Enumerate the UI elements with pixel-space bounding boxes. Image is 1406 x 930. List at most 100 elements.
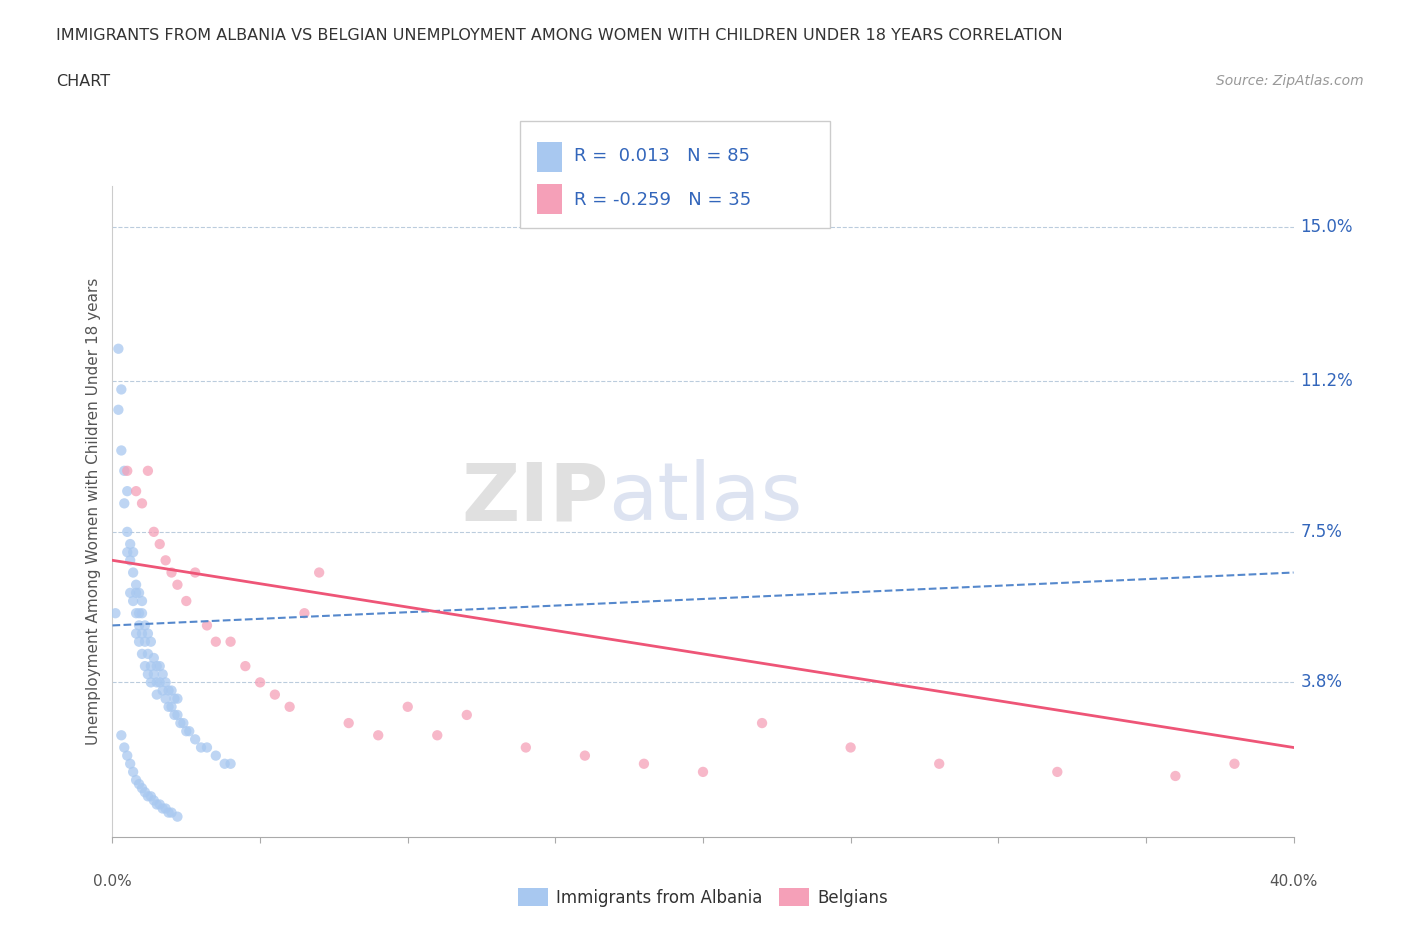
Point <box>117 545 138 560</box>
Point <box>396 699 419 714</box>
Point <box>125 605 148 620</box>
Point <box>184 732 207 747</box>
Point <box>195 740 218 755</box>
Point <box>131 593 153 608</box>
Point <box>146 675 169 690</box>
Point <box>110 443 132 458</box>
Point <box>107 341 129 356</box>
Point <box>160 699 183 714</box>
Point <box>134 658 156 673</box>
Point <box>117 463 138 478</box>
Point <box>146 797 169 812</box>
Point <box>149 658 172 673</box>
Point <box>174 724 197 738</box>
Point <box>163 708 186 723</box>
Point <box>131 781 153 796</box>
Point <box>139 789 162 804</box>
Point <box>152 683 174 698</box>
Point <box>136 789 159 804</box>
Point <box>112 740 135 755</box>
Point <box>107 403 129 418</box>
Point <box>146 687 169 702</box>
Point <box>163 691 186 706</box>
Point <box>337 716 360 731</box>
Point <box>136 626 159 641</box>
Point <box>155 552 177 567</box>
Point <box>278 699 301 714</box>
Point <box>131 626 153 641</box>
Point <box>172 716 194 731</box>
Point <box>125 578 148 592</box>
Text: 7.5%: 7.5% <box>1301 523 1343 541</box>
Point <box>160 683 183 698</box>
Point <box>136 463 159 478</box>
Point <box>574 748 596 763</box>
Point <box>146 658 169 673</box>
Point <box>1164 768 1187 783</box>
Point <box>125 626 148 641</box>
Point <box>142 525 165 539</box>
Point <box>125 586 148 601</box>
Text: Source: ZipAtlas.com: Source: ZipAtlas.com <box>1216 74 1364 88</box>
Point <box>110 382 132 397</box>
Point <box>120 552 142 567</box>
Point <box>292 605 315 620</box>
Point <box>367 728 389 743</box>
Text: IMMIGRANTS FROM ALBANIA VS BELGIAN UNEMPLOYMENT AMONG WOMEN WITH CHILDREN UNDER : IMMIGRANTS FROM ALBANIA VS BELGIAN UNEMP… <box>56 28 1063 43</box>
Point <box>125 773 148 788</box>
Point <box>155 801 177 816</box>
Point <box>134 618 156 633</box>
Point <box>149 797 172 812</box>
Point <box>142 651 165 666</box>
Point <box>195 618 218 633</box>
Point <box>128 586 150 601</box>
Text: 40.0%: 40.0% <box>1270 874 1317 889</box>
Point <box>112 496 135 511</box>
Point <box>166 691 188 706</box>
Point <box>751 716 773 731</box>
Point <box>139 634 162 649</box>
Point <box>131 605 153 620</box>
Point <box>134 634 156 649</box>
Point <box>142 667 165 682</box>
Text: ZIP: ZIP <box>461 459 609 538</box>
Point <box>120 537 142 551</box>
Point <box>184 565 207 580</box>
Point <box>136 667 159 682</box>
Point <box>117 525 138 539</box>
Point <box>149 675 172 690</box>
Point <box>134 785 156 800</box>
Point <box>174 593 197 608</box>
Point <box>157 805 180 820</box>
Point <box>142 793 165 808</box>
Point <box>110 728 132 743</box>
Text: 0.0%: 0.0% <box>93 874 132 889</box>
Point <box>128 605 150 620</box>
Point <box>136 646 159 661</box>
Point <box>152 801 174 816</box>
Text: 15.0%: 15.0% <box>1301 218 1353 235</box>
Point <box>155 691 177 706</box>
Point <box>120 756 142 771</box>
Point <box>139 658 162 673</box>
Point <box>205 748 228 763</box>
Point <box>122 545 145 560</box>
Point <box>122 593 145 608</box>
Text: 11.2%: 11.2% <box>1301 372 1354 391</box>
Text: CHART: CHART <box>56 74 110 89</box>
Point <box>120 586 142 601</box>
Point <box>456 708 478 723</box>
Text: 3.8%: 3.8% <box>1301 673 1343 691</box>
Point <box>179 724 201 738</box>
Point <box>117 748 138 763</box>
Point <box>122 565 145 580</box>
Point <box>128 618 150 633</box>
Legend: Immigrants from Albania, Belgians: Immigrants from Albania, Belgians <box>512 882 894 913</box>
Point <box>928 756 950 771</box>
Point <box>131 496 153 511</box>
Point <box>166 809 188 824</box>
Point <box>219 756 242 771</box>
Point <box>157 683 180 698</box>
Point <box>219 634 242 649</box>
Point <box>1223 756 1246 771</box>
